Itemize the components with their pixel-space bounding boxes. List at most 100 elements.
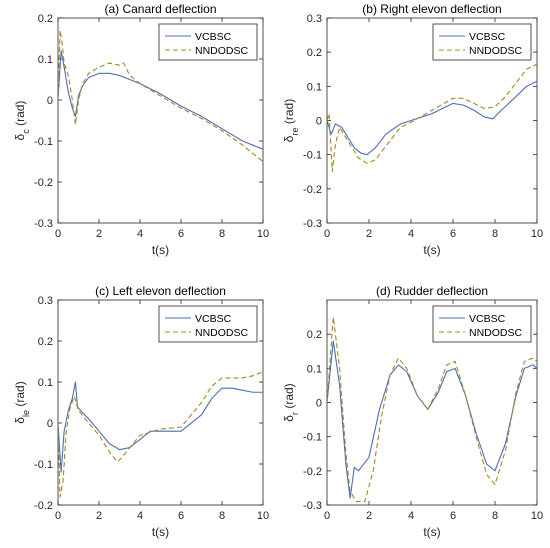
y-tick-label: -0.2 — [34, 177, 53, 189]
x-tick-label: 10 — [257, 510, 269, 522]
legend-label-vcbsc: VCBSC — [469, 31, 506, 43]
y-tick-label: -0.2 — [34, 500, 53, 512]
x-tick-label: 6 — [450, 228, 456, 240]
y-tick-label: 0 — [316, 398, 322, 410]
legend-label-nndodsc: NNDODSC — [469, 327, 523, 339]
x-tick-label: 8 — [492, 510, 498, 522]
y-axis-label-main: δ — [282, 135, 296, 142]
y-tick-label: 0 — [47, 418, 53, 430]
x-tick-label: 4 — [408, 510, 414, 522]
y-tick-label: 0.1 — [307, 363, 322, 375]
legend-label-nndodsc: NNDODSC — [195, 45, 249, 57]
y-axis-label-main: δ — [13, 417, 27, 424]
legend-label-vcbsc: VCBSC — [195, 313, 232, 325]
chart-panel-right-elevon-deflection: (b) Right elevon deflection t(s) δre (ra… — [282, 2, 543, 257]
x-axis-label: t(s) — [152, 525, 169, 539]
y-axis-label: δr (rad) — [282, 383, 300, 421]
y-tick-label: 0.3 — [307, 13, 322, 25]
legend-box — [158, 23, 258, 61]
series-line-nndodsc — [327, 316, 537, 503]
chart-title: (c) Left elevon deflection — [95, 284, 226, 298]
x-tick-label: 4 — [408, 228, 414, 240]
x-tick-label: 6 — [450, 510, 456, 522]
y-tick-label: 0 — [316, 116, 322, 128]
x-tick-label: 10 — [531, 510, 543, 522]
chart-panel-rudder-deflection: (d) Rudder deflection t(s) δr (rad) 0 2 4 6… — [282, 284, 543, 539]
chart-panel-left-elevon-deflection: (c) Left elevon deflection t(s) δle (rad… — [13, 284, 269, 539]
y-axis-label: δle (rad) — [13, 381, 31, 423]
legend-label-nndodsc: NNDODSC — [469, 45, 523, 57]
y-tick-label: -0.1 — [303, 432, 322, 444]
x-tick-label: 2 — [96, 510, 102, 522]
y-axis-label-sub: re — [290, 127, 300, 135]
y-axis-label-unit: (rad) — [282, 383, 296, 412]
x-axis-label: t(s) — [423, 525, 440, 539]
y-tick-label: -0.3 — [34, 218, 53, 230]
y-axis-label: δre (rad) — [282, 99, 300, 142]
y-tick-label: -0.2 — [303, 466, 322, 478]
x-tick-label: 0 — [324, 228, 330, 240]
y-tick-label: 0.1 — [38, 54, 53, 66]
y-tick-label: 0.3 — [38, 295, 53, 307]
legend-box — [432, 23, 532, 61]
y-axis-label-main: δ — [282, 415, 296, 422]
x-tick-label: 2 — [96, 228, 102, 240]
legend: VCBSC NNDODSC — [158, 23, 258, 61]
y-axis-label-main: δ — [13, 133, 27, 140]
y-tick-label: -0.3 — [303, 500, 322, 512]
y-tick-label: 0.2 — [38, 13, 53, 25]
x-tick-label: 0 — [55, 510, 61, 522]
legend-label-vcbsc: VCBSC — [469, 313, 506, 325]
x-axis-label: t(s) — [423, 243, 440, 257]
chart-title: (a) Canard deflection — [104, 2, 216, 16]
legend-label-vcbsc: VCBSC — [195, 31, 232, 43]
legend-box — [432, 305, 532, 343]
x-tick-label: 4 — [137, 510, 143, 522]
y-tick-label: 0.2 — [307, 329, 322, 341]
chart-title: (d) Rudder deflection — [376, 284, 488, 298]
series-line-vcbsc — [327, 80, 537, 156]
series-line-vcbsc — [58, 50, 263, 150]
y-axis-label-sub: r — [290, 412, 300, 415]
y-tick-label: -0.1 — [303, 150, 322, 162]
legend: VCBSC NNDODSC — [158, 305, 258, 343]
x-tick-label: 8 — [219, 228, 225, 240]
x-tick-label: 0 — [55, 228, 61, 240]
x-tick-label: 10 — [257, 228, 269, 240]
y-tick-label: -0.3 — [303, 218, 322, 230]
chart-panel-canard-deflection: (a) Canard deflection t(s) δc (rad) 0 2 4 6… — [13, 2, 269, 257]
x-tick-label: 8 — [219, 510, 225, 522]
legend: VCBSC NNDODSC — [432, 305, 532, 343]
y-axis-label-unit: (rad) — [13, 101, 27, 130]
y-tick-label: 0 — [47, 95, 53, 107]
legend-label-nndodsc: NNDODSC — [195, 327, 249, 339]
y-axis-label-unit: (rad) — [13, 381, 27, 410]
legend: VCBSC NNDODSC — [432, 23, 532, 61]
series-line-nndodsc — [58, 29, 263, 162]
x-tick-label: 0 — [324, 510, 330, 522]
y-axis-label-sub: le — [21, 410, 31, 417]
x-axis-label: t(s) — [152, 243, 169, 257]
y-tick-label: 0.2 — [307, 47, 322, 59]
legend-box — [158, 305, 258, 343]
y-tick-label: -0.1 — [34, 136, 53, 148]
y-axis-label: δc (rad) — [13, 101, 31, 141]
y-axis-label-unit: (rad) — [282, 99, 296, 128]
series-line-nndodsc — [58, 371, 263, 498]
x-tick-label: 10 — [531, 228, 543, 240]
chart-title: (b) Right elevon deflection — [362, 2, 501, 16]
series-line-vcbsc — [58, 381, 263, 473]
y-tick-label: 0.1 — [38, 377, 53, 389]
x-tick-label: 2 — [366, 228, 372, 240]
series-line-nndodsc — [327, 63, 537, 173]
x-tick-label: 8 — [492, 228, 498, 240]
y-tick-label: 0.1 — [307, 81, 322, 93]
x-tick-label: 6 — [178, 228, 184, 240]
y-axis-label-sub: c — [21, 129, 31, 134]
y-tick-label: -0.2 — [303, 184, 322, 196]
x-tick-label: 6 — [178, 510, 184, 522]
x-tick-label: 2 — [366, 510, 372, 522]
x-tick-label: 4 — [137, 228, 143, 240]
y-tick-label: -0.1 — [34, 459, 53, 471]
